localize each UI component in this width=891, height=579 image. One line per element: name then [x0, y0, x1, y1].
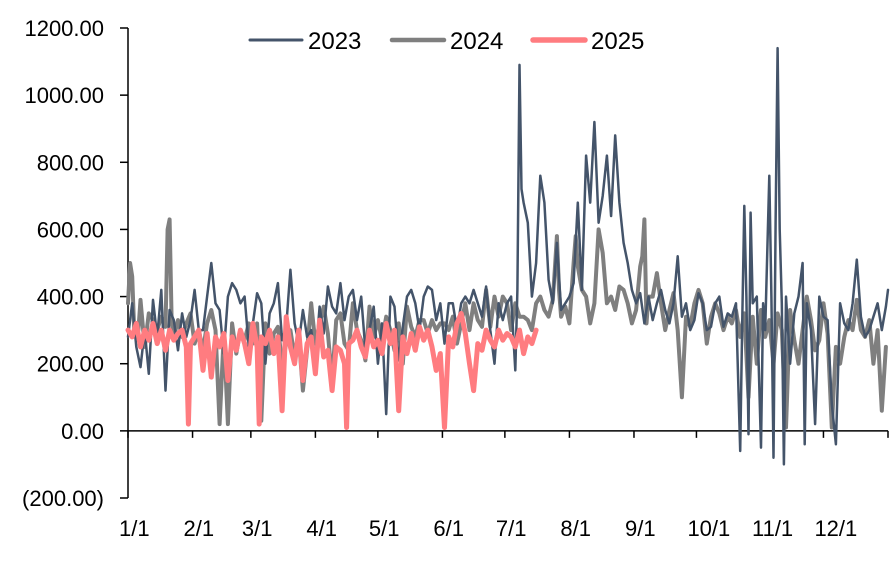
- legend-item-2024: 2024: [389, 28, 503, 55]
- y-tick-label: 0.00: [61, 419, 104, 444]
- x-tick-label: 11/1: [752, 516, 793, 541]
- x-tick-label: 12/1: [814, 516, 857, 541]
- y-tick-label: 600.00: [37, 217, 104, 242]
- x-tick-label: 10/1: [687, 516, 730, 541]
- legend-item-2025: 2025: [530, 28, 644, 55]
- y-tick-label: 400.00: [37, 285, 104, 310]
- series-group: [125, 46, 890, 466]
- y-tick-label: 1200.00: [24, 16, 104, 41]
- legend-label: 2023: [308, 28, 361, 55]
- legend-label: 2025: [591, 28, 644, 55]
- x-tick-label: 4/1: [306, 516, 337, 541]
- x-tick-label: 5/1: [369, 516, 400, 541]
- x-tick-label: 1/1: [119, 516, 150, 541]
- x-tick-label: 7/1: [496, 516, 527, 541]
- y-tick-label: 200.00: [37, 352, 104, 377]
- y-tick-label: 800.00: [37, 150, 104, 175]
- legend-label: 2024: [450, 28, 503, 55]
- y-tick-label: 1000.00: [24, 83, 104, 108]
- x-tick-label: 2/1: [184, 516, 215, 541]
- x-tick-label: 9/1: [625, 516, 656, 541]
- legend: 2023 2024 2025: [248, 28, 644, 55]
- legend-item-2023: 2023: [248, 28, 361, 55]
- y-tick-label: (200.00): [22, 486, 104, 511]
- series-line-2023: [126, 46, 890, 466]
- x-tick-label: 6/1: [433, 516, 464, 541]
- x-tick-label: 8/1: [560, 516, 591, 541]
- y-axis: 1200.00 1000.00 800.00 600.00 400.00 200.00 0.…: [22, 16, 129, 511]
- x-tick-label: 3/1: [242, 516, 273, 541]
- x-axis: 1/1 2/1 3/1 4/1 5/1 6/1 7/1 8/1 9/1 10/1 11/1 12/1: [119, 430, 889, 541]
- series-line-2025: [125, 310, 539, 430]
